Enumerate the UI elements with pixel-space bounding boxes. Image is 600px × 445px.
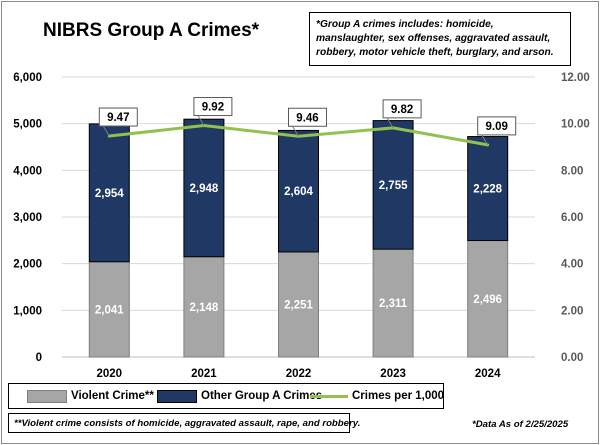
data-label-rate: 9.46 bbox=[296, 112, 318, 124]
callout-box bbox=[98, 107, 138, 127]
data-label-other: 2,604 bbox=[284, 186, 313, 198]
legend-item-rate: Crimes per 1,000 bbox=[310, 384, 444, 408]
legend-label-rate: Crimes per 1,000 bbox=[352, 390, 445, 402]
y-axis-tick-label: 4,000 bbox=[13, 165, 42, 177]
bar-other-group-a bbox=[278, 129, 319, 253]
bar-other-group-a bbox=[183, 118, 225, 258]
y-axis-tick-label: 2,000 bbox=[13, 259, 42, 271]
data-label-other: 2,954 bbox=[95, 188, 124, 200]
data-label-violent: 2,251 bbox=[284, 299, 313, 311]
y2-axis-tick-label: 0.00 bbox=[561, 352, 583, 364]
bar-violent-crime bbox=[278, 251, 319, 358]
legend-swatch-violent bbox=[27, 389, 67, 403]
callout-leader bbox=[386, 117, 394, 129]
callout-leader bbox=[102, 125, 110, 137]
data-label-rate: 9.47 bbox=[107, 112, 129, 124]
legend-item-other: Other Group A Crimes bbox=[157, 384, 322, 408]
bar-violent-crime bbox=[88, 261, 130, 358]
data-label-other: 2,948 bbox=[190, 183, 219, 195]
bar-other-group-a bbox=[467, 136, 509, 242]
callout-box bbox=[477, 116, 517, 136]
legend-label-other: Other Group A Crimes bbox=[201, 390, 323, 402]
x-axis-tick-label: 2022 bbox=[286, 368, 312, 380]
data-label-other: 2,755 bbox=[379, 180, 408, 192]
bar-other-group-a bbox=[88, 123, 130, 263]
data-label-rate: 9.92 bbox=[202, 102, 224, 114]
legend-item-violent: Violent Crime** bbox=[27, 384, 154, 408]
data-label-rate: 9.82 bbox=[391, 104, 413, 116]
y-axis-tick-label: 1,000 bbox=[13, 305, 42, 317]
y2-axis-tick-label: 12.00 bbox=[561, 72, 590, 84]
bar-other-group-a bbox=[372, 120, 414, 250]
group-a-definition-note: *Group A crimes includes: homicide, mans… bbox=[309, 12, 571, 66]
y-axis-tick-label: 0 bbox=[36, 352, 42, 364]
y-axis-tick-label: 5,000 bbox=[13, 119, 42, 131]
chart-title: NIBRS Group A Crimes* bbox=[43, 20, 260, 41]
callout-box bbox=[288, 107, 327, 127]
y2-axis-tick-label: 2.00 bbox=[561, 305, 583, 317]
bar-violent-crime bbox=[372, 248, 414, 358]
y2-axis-tick-label: 10.00 bbox=[561, 119, 590, 131]
data-label-rate: 9.09 bbox=[486, 121, 508, 133]
violent-crime-definition-note: **Violent crime consists of homicide, ag… bbox=[8, 413, 360, 433]
legend-line-rate bbox=[310, 394, 348, 398]
callout-box bbox=[193, 97, 233, 117]
legend-label-violent: Violent Crime** bbox=[71, 390, 154, 402]
callout-leader bbox=[197, 115, 205, 126]
x-axis-tick-label: 2024 bbox=[475, 368, 501, 380]
bar-violent-crime bbox=[183, 256, 225, 358]
x-axis-tick-label: 2020 bbox=[97, 368, 123, 380]
legend-swatch-other bbox=[157, 389, 197, 403]
y2-axis-tick-label: 8.00 bbox=[561, 165, 583, 177]
x-axis-tick-label: 2023 bbox=[380, 368, 406, 380]
callout-box bbox=[382, 99, 422, 119]
data-label-violent: 2,496 bbox=[473, 294, 502, 306]
y2-axis-tick-label: 4.00 bbox=[561, 259, 583, 271]
y2-axis-tick-label: 6.00 bbox=[561, 212, 583, 224]
callout-leader bbox=[292, 126, 299, 137]
x-axis-tick-label: 2021 bbox=[191, 368, 217, 380]
data-label-other: 2,228 bbox=[473, 184, 502, 196]
chart-legend: Violent Crime** Other Group A Crimes Cri… bbox=[8, 383, 444, 409]
data-label-violent: 2,311 bbox=[379, 298, 408, 310]
y-axis-tick-label: 6,000 bbox=[13, 72, 42, 84]
data-label-violent: 2,041 bbox=[95, 304, 124, 316]
bar-violent-crime bbox=[467, 240, 509, 358]
data-label-violent: 2,148 bbox=[190, 302, 219, 314]
y-axis-tick-label: 3,000 bbox=[13, 212, 42, 224]
callout-leader bbox=[481, 134, 489, 146]
data-date-note: *Data As of 2/25/2025 bbox=[472, 419, 569, 430]
